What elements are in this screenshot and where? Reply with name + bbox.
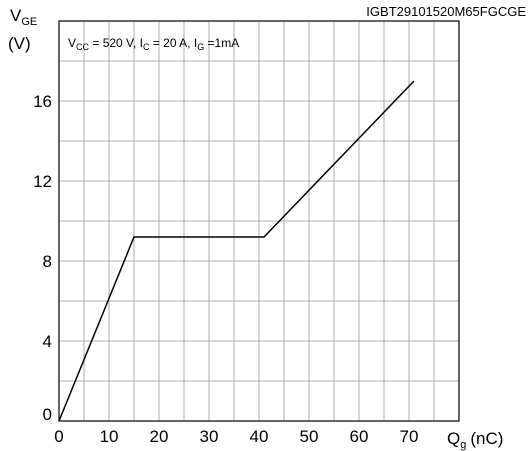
x-tick-label: 50 bbox=[300, 427, 319, 446]
x-tick-label: 0 bbox=[54, 427, 63, 446]
tick-labels: 0 10 20 30 40 50 60 70 0 4 8 12 16 bbox=[33, 92, 418, 446]
y-axis-title: VGE bbox=[10, 6, 37, 28]
plot-frame bbox=[58, 20, 460, 422]
part-number: IGBT29101520M65FGCGE bbox=[366, 4, 526, 19]
y-tick-label: 0 bbox=[43, 405, 52, 424]
x-tick-label: 60 bbox=[350, 427, 369, 446]
x-tick-label: 20 bbox=[150, 427, 169, 446]
y-axis-unit: (V) bbox=[8, 34, 31, 53]
y-tick-label: 12 bbox=[33, 172, 52, 191]
y-tick-label: 8 bbox=[43, 252, 52, 271]
x-tick-label: 30 bbox=[200, 427, 219, 446]
x-tick-label: 40 bbox=[250, 427, 269, 446]
grid-lines bbox=[59, 21, 459, 421]
x-axis-title: Qg (nC) bbox=[447, 429, 503, 451]
y-tick-label: 4 bbox=[43, 332, 52, 351]
x-tick-label: 70 bbox=[400, 427, 419, 446]
vge-curve bbox=[58, 80, 415, 422]
x-tick-label: 10 bbox=[100, 427, 119, 446]
test-conditions: VCC = 520 V, IC = 20 A, IG =1mA bbox=[68, 36, 239, 52]
y-tick-label: 16 bbox=[33, 92, 52, 111]
